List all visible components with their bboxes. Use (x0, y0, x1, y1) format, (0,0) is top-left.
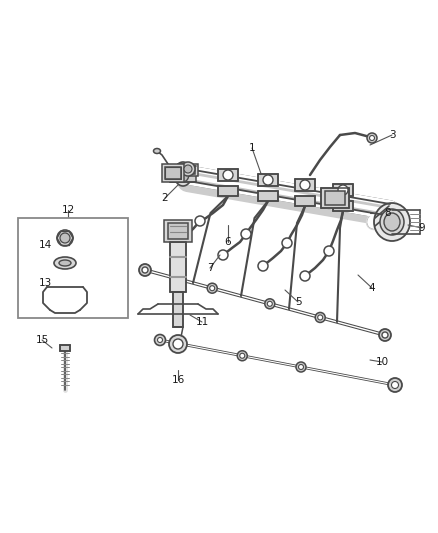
Text: 7: 7 (207, 263, 213, 273)
Circle shape (142, 267, 148, 273)
Text: 11: 11 (195, 317, 208, 327)
Circle shape (258, 261, 268, 271)
Circle shape (169, 335, 187, 353)
Circle shape (367, 133, 377, 143)
Ellipse shape (380, 209, 404, 235)
Bar (168, 223, 188, 239)
Circle shape (392, 382, 399, 389)
Text: 9: 9 (419, 223, 425, 233)
Circle shape (184, 165, 192, 173)
Circle shape (267, 301, 272, 306)
Text: 10: 10 (375, 357, 389, 367)
Circle shape (60, 233, 70, 243)
Circle shape (210, 286, 215, 290)
Circle shape (237, 351, 247, 361)
Circle shape (195, 216, 205, 226)
Circle shape (207, 283, 217, 293)
Circle shape (173, 236, 183, 246)
Bar (295, 179, 315, 191)
Bar (321, 188, 349, 208)
Bar (18, 218, 128, 318)
Circle shape (315, 312, 325, 322)
Circle shape (318, 315, 323, 320)
Circle shape (241, 229, 251, 239)
Bar (162, 164, 184, 182)
Bar (218, 169, 238, 181)
Circle shape (173, 339, 183, 349)
Bar (170, 242, 186, 292)
Bar (173, 292, 183, 327)
Circle shape (265, 299, 275, 309)
Bar (258, 174, 278, 186)
Bar (164, 220, 192, 242)
Text: 12: 12 (61, 205, 74, 215)
Circle shape (139, 264, 151, 276)
Ellipse shape (59, 260, 71, 266)
Bar (333, 184, 353, 196)
Ellipse shape (174, 162, 192, 186)
Circle shape (324, 246, 334, 256)
Text: 14: 14 (39, 240, 52, 250)
Circle shape (299, 365, 304, 369)
Circle shape (57, 230, 73, 246)
Text: 16: 16 (171, 375, 185, 385)
Bar (165, 167, 181, 179)
Bar (181, 166, 195, 174)
Circle shape (155, 335, 166, 345)
Bar (218, 186, 238, 196)
Circle shape (388, 378, 402, 392)
Circle shape (218, 250, 228, 260)
Bar (325, 191, 345, 205)
Circle shape (158, 337, 162, 343)
Circle shape (382, 332, 388, 338)
Text: 1: 1 (249, 143, 255, 153)
Bar (178, 164, 198, 176)
Bar (258, 191, 278, 201)
Circle shape (181, 162, 195, 176)
Text: 6: 6 (225, 237, 231, 247)
Circle shape (263, 175, 273, 185)
Circle shape (282, 238, 292, 248)
Circle shape (379, 329, 391, 341)
Circle shape (223, 170, 233, 180)
Ellipse shape (177, 166, 189, 182)
Bar (295, 196, 315, 206)
Bar (60, 345, 70, 351)
Circle shape (300, 180, 310, 190)
Text: 8: 8 (385, 208, 391, 218)
Circle shape (338, 185, 348, 195)
Ellipse shape (54, 257, 76, 269)
Text: 13: 13 (39, 278, 52, 288)
Text: 3: 3 (389, 130, 396, 140)
Text: 15: 15 (35, 335, 49, 345)
Bar (333, 201, 353, 211)
Ellipse shape (374, 203, 410, 241)
Circle shape (300, 271, 310, 281)
Circle shape (240, 353, 245, 358)
Text: 2: 2 (162, 193, 168, 203)
Text: 4: 4 (369, 283, 375, 293)
Ellipse shape (384, 213, 400, 231)
Text: 5: 5 (295, 297, 301, 307)
Bar (170, 166, 196, 182)
Circle shape (296, 362, 306, 372)
Ellipse shape (153, 149, 160, 154)
Circle shape (370, 135, 374, 141)
